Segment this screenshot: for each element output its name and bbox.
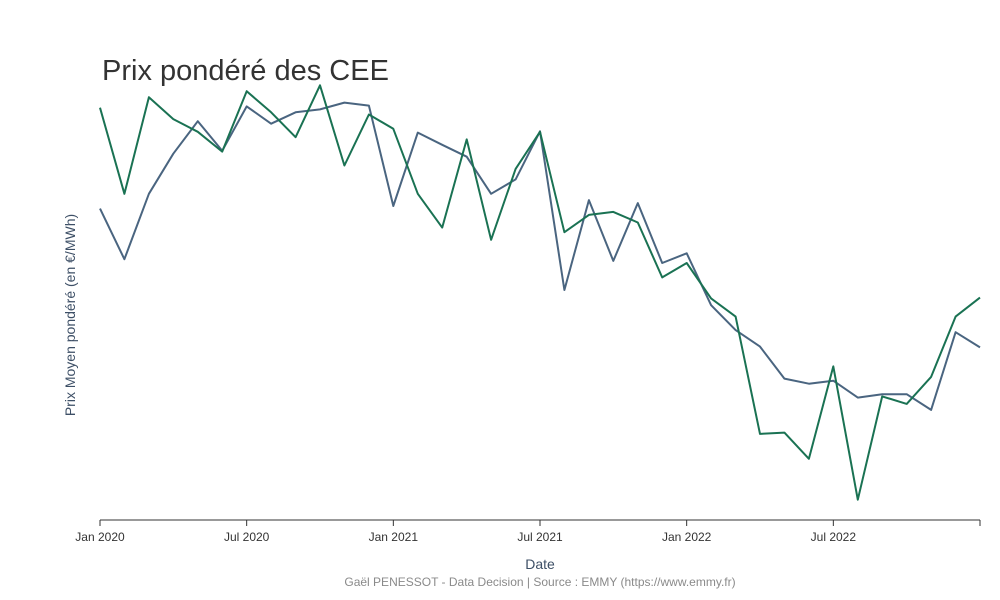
chart-caption: Gaël PENESSOT - Data Decision | Source :… bbox=[344, 575, 735, 589]
x-tick-label: Jul 2022 bbox=[811, 530, 857, 544]
series-line-2 bbox=[99, 84, 981, 501]
series-lines bbox=[99, 84, 981, 501]
plot-area: Jan 2020 Jul 2020 Jan 2021 Jul 2021 Jan 2022… bbox=[75, 84, 981, 544]
x-tick-label: Jan 2022 bbox=[662, 530, 712, 544]
x-tick-label: Jul 2020 bbox=[224, 530, 270, 544]
y-axis-label: Prix Moyen pondéré (en €/MWh) bbox=[62, 214, 78, 416]
series-line-1 bbox=[99, 101, 981, 411]
chart-title: Prix pondéré des CEE bbox=[102, 55, 389, 87]
x-axis-ticks: Jan 2020 Jul 2020 Jan 2021 Jul 2021 Jan 2022… bbox=[75, 520, 981, 544]
x-tick-label: Jan 2020 bbox=[75, 530, 125, 544]
x-tick-label: Jan 2021 bbox=[369, 530, 419, 544]
x-axis-label: Date bbox=[525, 556, 555, 572]
x-tick-label: Jul 2021 bbox=[517, 530, 563, 544]
